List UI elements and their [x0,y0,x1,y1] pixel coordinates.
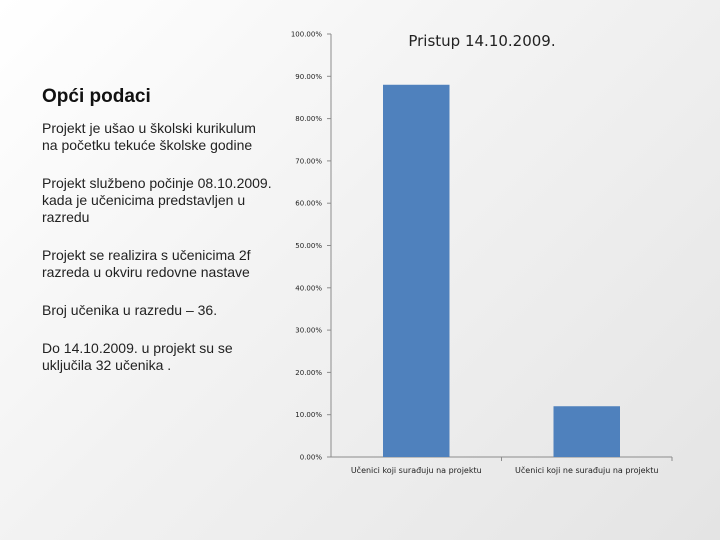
y-tick-label: 80.00% [295,115,322,123]
info-paragraph-student-count: Broj učenika u razredu – 36. [42,302,218,318]
y-tick-label: 40.00% [295,284,322,292]
y-tick-label: 30.00% [295,327,322,335]
x-category-label: Učenici koji surađuju na projektu [351,465,482,475]
y-tick-label: 50.00% [295,242,322,250]
bar [553,406,620,457]
y-tick-label: 90.00% [295,73,322,81]
y-tick-label: 10.00% [295,411,322,419]
y-tick-label: 100.00% [291,31,322,39]
y-tick-label: 0.00% [300,454,323,462]
info-paragraph-start-date: Projekt službeno počinje 08.10.2009. kad… [42,175,272,225]
info-paragraph-participants: Do 14.10.2009. u projekt su se uključila… [42,340,233,373]
y-tick-label: 70.00% [295,157,322,165]
bar [383,84,450,457]
info-paragraph-class: Projekt se realizira s učenicima 2f razr… [42,247,251,280]
x-category-label: Učenici koji ne surađuju na projektu [515,465,658,475]
section-heading: Opći podaci [42,86,151,107]
info-panel: Opći podaci Projekt je ušao u školski ku… [42,86,274,395]
chart-title: Pristup 14.10.2009. [408,32,555,50]
y-tick-label: 60.00% [295,200,322,208]
plot-area: 0.00% 10.00% 20.00% 30.00% 40.00% 50.00% 60.00… [291,31,673,475]
info-paragraph-curriculum: Projekt je ušao u školski kurikulum na p… [42,120,256,153]
y-tick-label: 20.00% [295,369,322,377]
